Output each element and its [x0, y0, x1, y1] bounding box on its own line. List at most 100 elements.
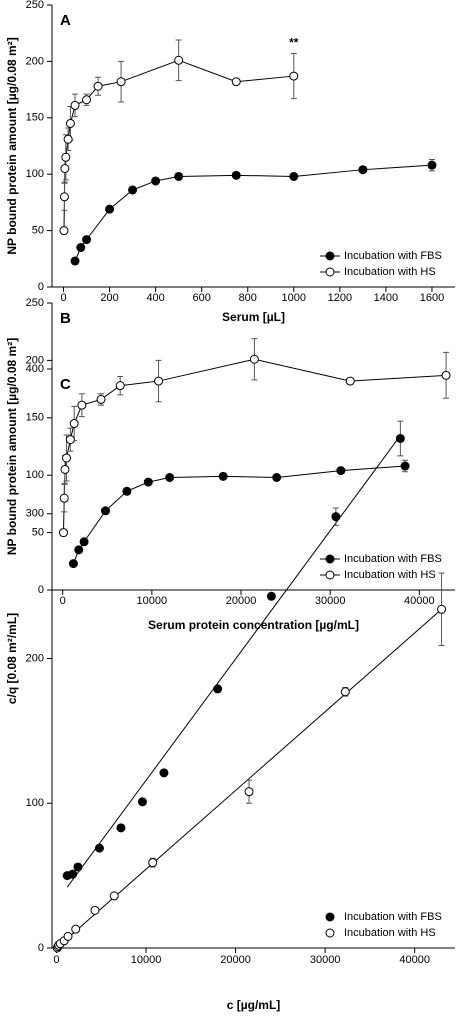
legend-marker: [325, 251, 335, 261]
data-point: [60, 464, 70, 474]
legend-label: Incubation with HS: [344, 569, 436, 581]
data-point: [441, 370, 451, 380]
data-point: [174, 171, 184, 181]
data-point: [218, 471, 228, 481]
x-tick-label: 10000: [137, 595, 168, 607]
y-tick-label: 50: [32, 527, 44, 539]
x-tick-label: 200: [100, 292, 118, 304]
x-tick-label: 40000: [404, 595, 435, 607]
data-point: [69, 419, 79, 429]
data-point: [65, 435, 75, 445]
data-point: [90, 905, 100, 915]
legend-marker: [325, 267, 335, 277]
data-point: [59, 192, 69, 202]
data-point: [94, 843, 104, 853]
data-point: [395, 433, 405, 443]
data-point: [143, 477, 153, 487]
data-point: [59, 493, 69, 503]
series-line: [74, 164, 433, 262]
legend-label: Incubation with HS: [344, 266, 436, 278]
y-axis-label: NP bound protein amount [µg/0.08 m²]: [5, 338, 19, 555]
data-point: [174, 55, 184, 65]
data-point: [358, 165, 368, 175]
y-tick-label: 0: [38, 281, 44, 293]
x-axis-label: Serum protein concentration [µg/mL]: [148, 618, 359, 632]
data-point: [272, 472, 282, 482]
x-tick-label: 800: [239, 292, 257, 304]
legend-label: Incubation with FBS: [344, 553, 442, 565]
data-point: [65, 118, 75, 128]
data-point: [427, 160, 437, 170]
data-point: [213, 684, 223, 694]
data-point: [68, 559, 78, 569]
x-tick-label: 1200: [328, 292, 352, 304]
data-point: [82, 235, 92, 245]
y-tick-label: 200: [26, 354, 44, 366]
data-point: [68, 869, 78, 879]
x-tick-label: 1600: [420, 292, 444, 304]
data-point: [148, 858, 158, 868]
data-point: [400, 461, 410, 471]
data-point: [345, 376, 355, 386]
legend-label: Incubation with FBS: [344, 250, 442, 262]
x-tick-label: 30000: [310, 954, 341, 966]
y-tick-label: 200: [26, 55, 44, 67]
x-tick-label: 1400: [374, 292, 398, 304]
data-point: [336, 466, 346, 476]
data-point: [105, 204, 115, 214]
x-tick-label: 30000: [315, 595, 346, 607]
data-point: [100, 506, 110, 516]
data-point: [231, 77, 241, 87]
y-tick-label: 400: [26, 363, 44, 375]
panel-label: B: [60, 310, 71, 327]
panel-label: C: [60, 376, 71, 393]
data-point: [266, 591, 276, 601]
data-point: [159, 768, 169, 778]
data-point: [59, 226, 69, 236]
data-point: [79, 537, 89, 547]
x-tick-label: 600: [193, 292, 211, 304]
data-point: [93, 81, 103, 91]
y-axis-label: c/q [0.08 m²/mL]: [5, 613, 19, 704]
x-axis-label: Serum [µL]: [222, 310, 285, 324]
data-point: [70, 256, 80, 266]
data-point: [154, 376, 164, 386]
y-tick-label: 150: [26, 112, 44, 124]
data-point: [109, 891, 119, 901]
y-tick-label: 100: [26, 168, 44, 180]
y-tick-label: 250: [26, 297, 44, 309]
legend-marker: [325, 928, 335, 938]
x-tick-label: 400: [146, 292, 164, 304]
data-point: [116, 77, 126, 87]
data-point: [77, 400, 87, 410]
data-point: [71, 924, 81, 934]
x-tick-label: 0: [60, 292, 66, 304]
x-tick-label: 20000: [226, 595, 257, 607]
data-point: [437, 604, 447, 614]
data-point: [289, 171, 299, 181]
x-tick-label: 40000: [399, 954, 430, 966]
data-point: [96, 394, 106, 404]
annotation: **: [289, 36, 299, 50]
legend-label: Incubation with FBS: [344, 911, 442, 923]
x-tick-label: 0: [53, 954, 59, 966]
y-axis-label: NP bound protein amount [µg/0.08 m²]: [5, 37, 19, 254]
data-point: [82, 95, 92, 105]
y-tick-label: 200: [26, 652, 44, 664]
y-tick-label: 250: [26, 0, 44, 11]
x-tick-label: 0: [60, 595, 66, 607]
data-point: [249, 354, 259, 364]
y-tick-label: 300: [26, 508, 44, 520]
x-tick-label: 20000: [220, 954, 251, 966]
data-point: [62, 453, 72, 463]
data-point: [122, 486, 132, 496]
y-tick-label: 0: [38, 584, 44, 596]
x-axis-label: c [µg/mL]: [227, 998, 281, 1012]
data-point: [331, 512, 341, 522]
data-point: [74, 545, 84, 555]
data-point: [137, 797, 147, 807]
y-tick-label: 100: [26, 797, 44, 809]
y-tick-label: 0: [38, 942, 44, 954]
panel-label: A: [60, 12, 71, 29]
